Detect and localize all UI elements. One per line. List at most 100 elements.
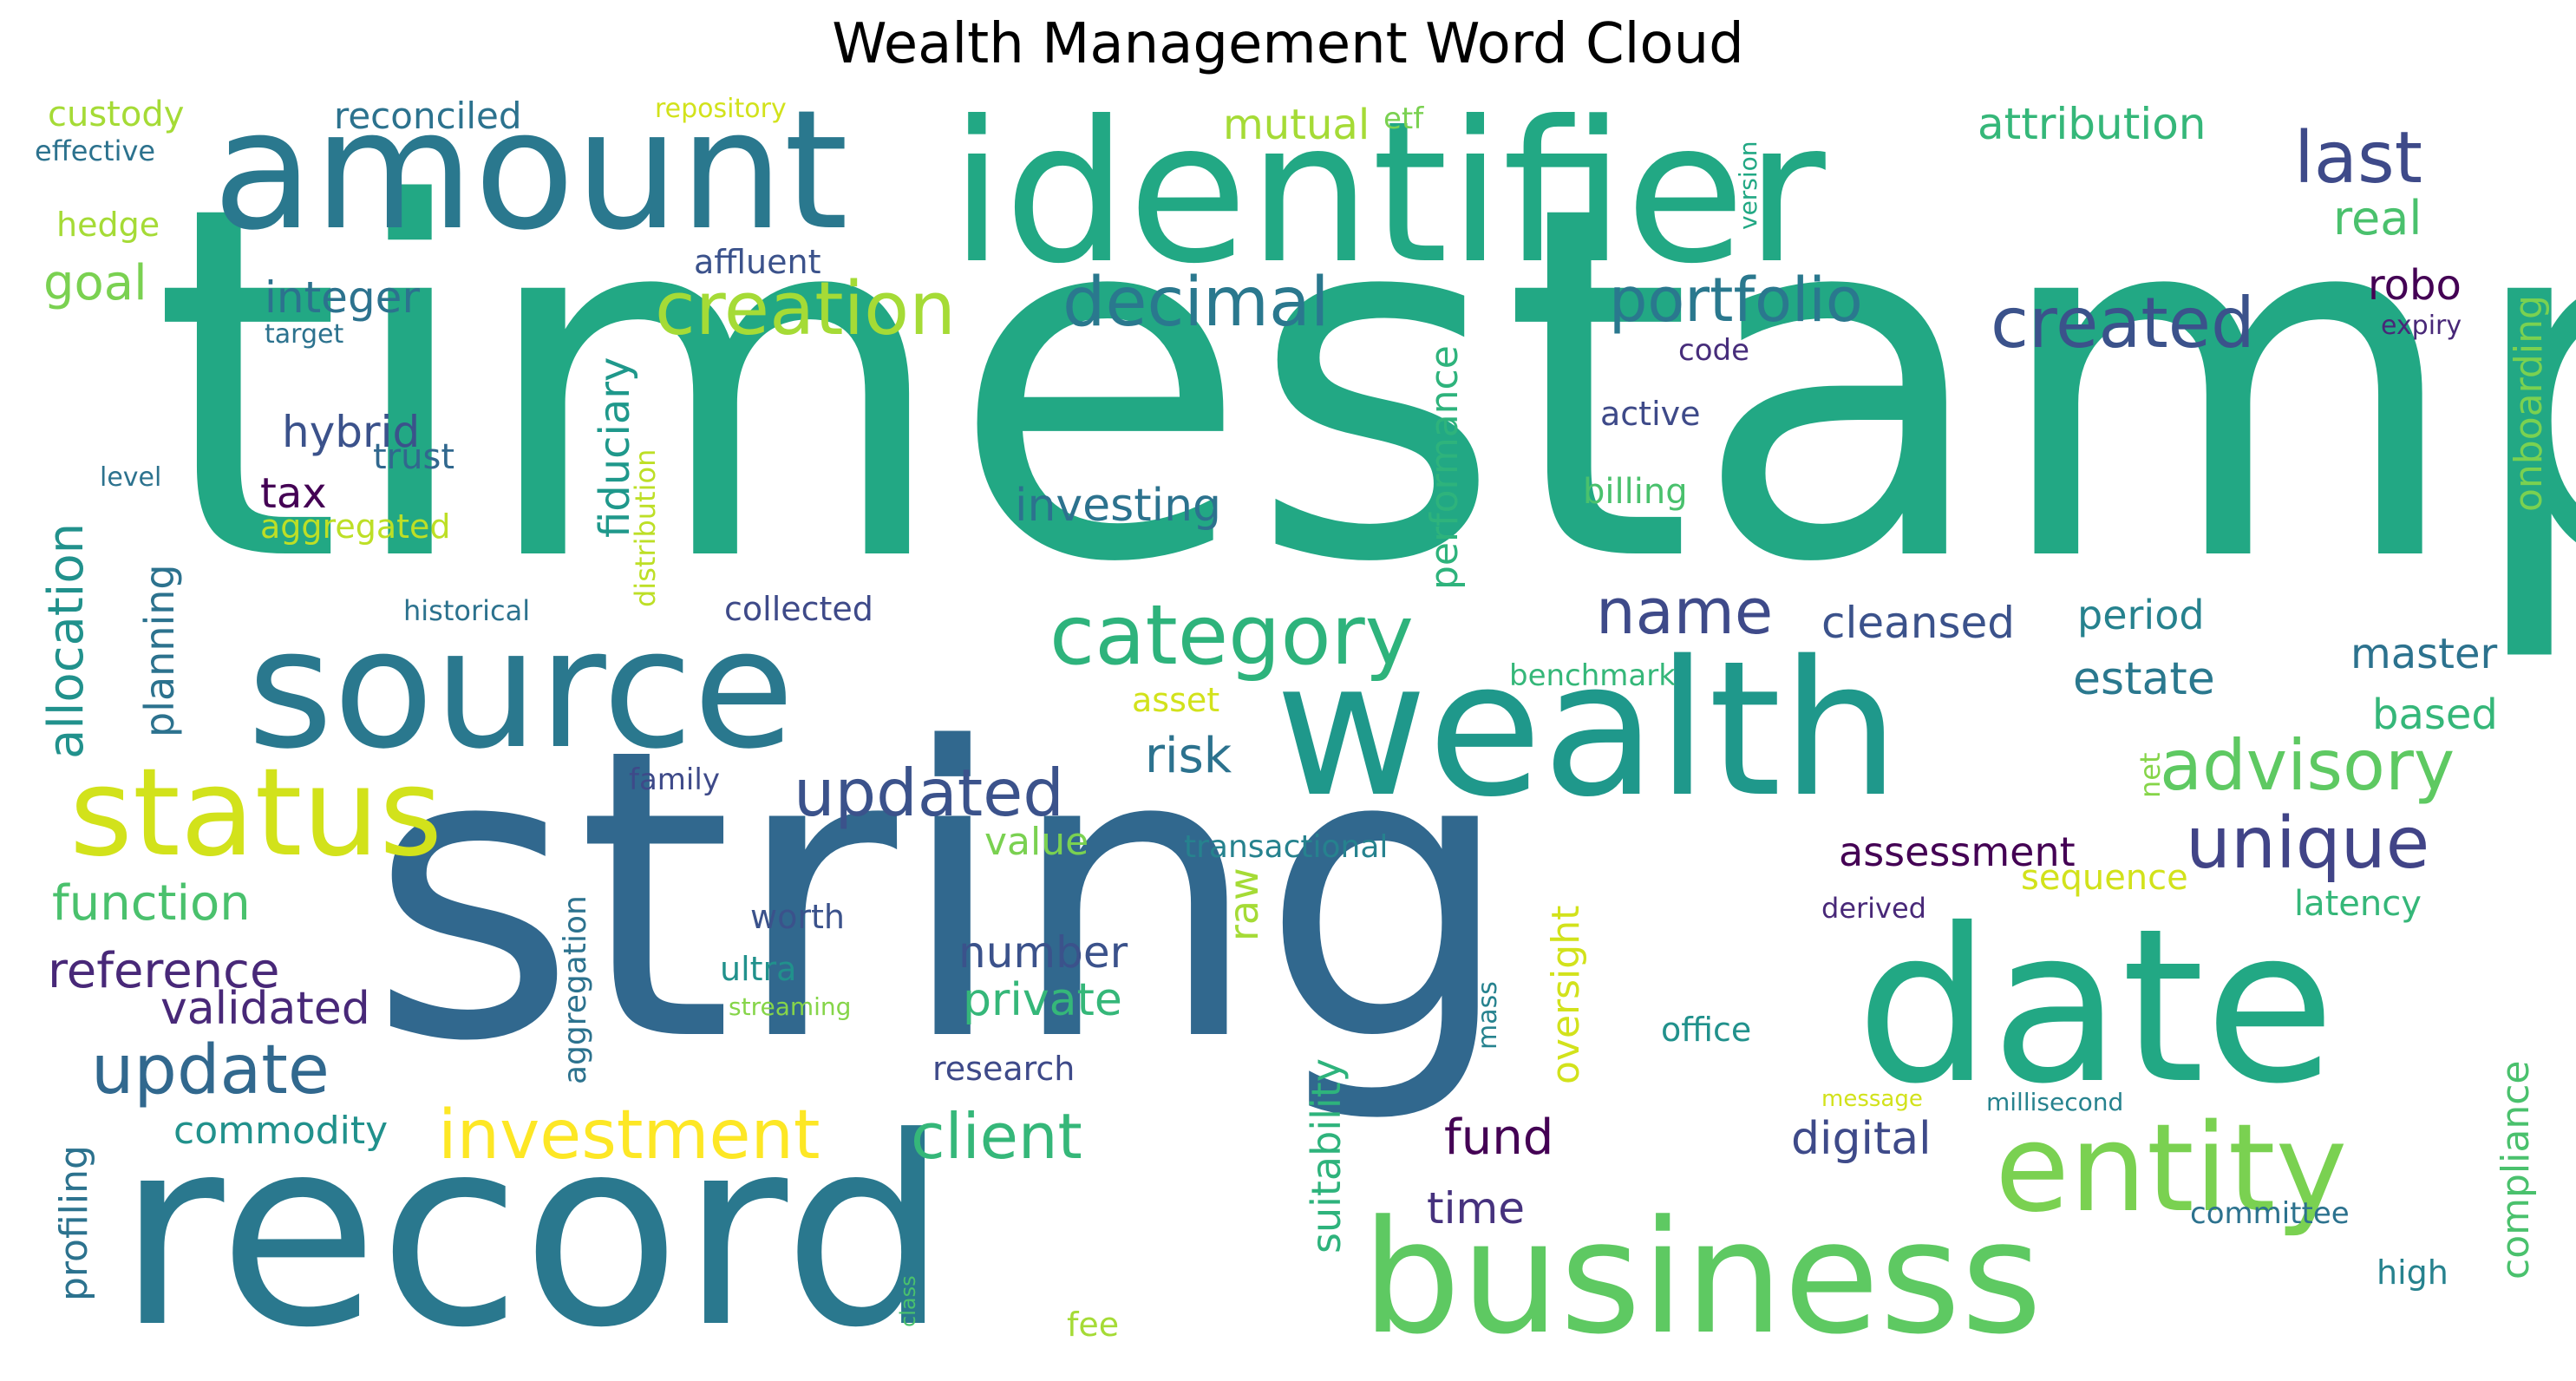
word-repository: repository [655,94,787,124]
word-decimal: decimal [1062,264,1330,342]
word-portfolio: portfolio [1609,265,1863,336]
word-robo: robo [2368,261,2462,310]
word-committee: committee [2190,1196,2350,1231]
word-target: target [265,319,343,350]
word-created: created [1991,283,2255,363]
word-hedge: hedge [56,206,160,244]
chart-title: Wealth Management Word Cloud [832,12,1744,76]
word-source: source [247,593,794,785]
word-attribution: attribution [1978,99,2207,149]
word-allocation: allocation [38,523,95,759]
word-billing: billing [1583,472,1688,512]
word-updated: updated [794,755,1064,831]
word-record: record [117,1082,948,1381]
word-high: high [2377,1253,2449,1292]
word-date: date [1856,883,2335,1130]
word-expiry: expiry [2381,311,2462,341]
word-asset: asset [1132,681,1219,719]
word-master: master [2350,630,2498,678]
word-wealth: wealth [1275,620,1899,838]
word-based: based [2372,690,2498,739]
word-mutual: mutual [1223,101,1370,149]
word-profiling: profiling [52,1145,96,1301]
word-aggregation: aggregation [558,895,593,1084]
word-effective: effective [35,134,155,167]
word-unique: unique [2186,802,2429,885]
word-hybrid: hybrid [282,407,420,457]
word-name: name [1596,575,1773,648]
word-fee: fee [1067,1306,1119,1344]
word-mass: mass [1473,981,1503,1050]
word-benchmark: benchmark [1509,658,1676,693]
word-aggregated: aggregated [260,507,451,546]
word-amount: amount [212,75,848,266]
word-trust: trust [373,437,454,477]
word-investment: investment [438,1096,820,1175]
word-family: family [629,762,720,797]
word-cleansed: cleansed [1821,598,2015,648]
word-latency: latency [2294,884,2422,924]
word-advisory: advisory [2160,725,2455,806]
word-client: client [911,1100,1082,1173]
word-distribution: distribution [629,449,662,607]
word-ultra: ultra [720,950,796,988]
word-last: last [2294,117,2422,200]
word-estate: estate [2073,653,2215,705]
word-commodity: commodity [173,1109,388,1153]
word-office: office [1661,1011,1751,1049]
word-custody: custody [48,95,184,134]
word-transactional: transactional [1184,829,1388,865]
word-assessment: assessment [1839,828,2076,875]
word-reconciled: reconciled [334,95,522,137]
word-status: status [69,743,442,884]
word-integer: integer [265,272,420,323]
word-function: function [52,875,251,932]
word-streaming: streaming [729,992,851,1021]
word-performance: performance [1422,345,1467,590]
word-affluent: affluent [694,243,821,281]
word-compliance: compliance [2494,1061,2538,1280]
word-historical: historical [403,594,530,627]
word-etf: etf [1383,101,1424,136]
word-business: business [1362,1188,2043,1369]
word-private: private [963,974,1122,1026]
word-suitability: suitability [1303,1058,1350,1253]
word-raw: raw [1220,867,1267,941]
word-version: version [1734,141,1762,230]
word-entity: entity [1995,1098,2347,1240]
word-identifier: identifier [950,80,1826,307]
word-period: period [2077,592,2205,638]
word-research: research [932,1050,1075,1088]
word-category: category [1049,588,1414,684]
word-investing: investing [1015,480,1221,532]
word-value: value [984,820,1089,864]
word-message: message [1821,1086,1923,1112]
word-update: update [91,1031,330,1109]
word-class: class [896,1275,920,1327]
word-code: code [1678,333,1749,368]
word-number: number [958,927,1128,978]
word-level: level [100,462,161,493]
word-risk: risk [1145,728,1232,784]
word-millisecond: millisecond [1986,1088,2123,1116]
word-real: real [2333,191,2422,245]
word-active: active [1600,395,1701,433]
word-oversight: oversight [1544,906,1588,1084]
word-tax: tax [260,469,327,518]
word-net: net [2134,752,2167,798]
word-goal: goal [43,255,147,311]
word-fiduciary: fiduciary [591,357,639,538]
word-creation: creation [655,266,956,352]
word-onboarding: onboarding [2507,295,2551,512]
word-worth: worth [750,898,845,936]
word-derived: derived [1821,892,1926,925]
word-collected: collected [724,590,873,628]
word-validated: validated [160,983,370,1035]
word-timestamp: timestamp [152,103,2576,669]
word-sequence: sequence [2021,858,2188,898]
word-digital: digital [1791,1113,1932,1165]
word-fund: fund [1444,1109,1553,1166]
word-planning: planning [136,564,183,737]
word-time: time [1427,1183,1525,1234]
